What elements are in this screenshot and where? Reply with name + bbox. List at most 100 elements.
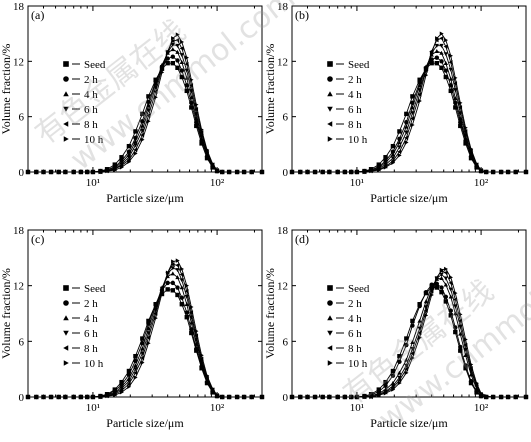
plot-frame — [27, 229, 263, 398]
data-point — [463, 353, 468, 358]
data-point — [146, 335, 151, 340]
data-point — [71, 169, 76, 175]
data-point — [185, 283, 189, 288]
data-point — [463, 141, 468, 146]
data-point — [290, 394, 295, 400]
data-point — [165, 49, 170, 55]
data-point — [63, 169, 68, 175]
data-point — [98, 394, 103, 400]
data-point — [133, 147, 138, 153]
data-point — [397, 129, 402, 134]
data-point — [127, 159, 132, 165]
data-point — [444, 266, 449, 272]
x-axis-label: Particle size/μm — [370, 191, 448, 205]
data-point — [453, 311, 458, 316]
y-tick-label: 12 — [13, 281, 24, 293]
data-point — [210, 161, 215, 166]
data-point — [443, 44, 448, 49]
series-line-6 — [292, 32, 526, 173]
data-point — [397, 145, 402, 150]
data-point — [443, 68, 449, 73]
data-point — [85, 169, 90, 175]
data-point — [91, 394, 96, 400]
y-tick-label: 12 — [277, 281, 288, 293]
data-point — [404, 357, 409, 362]
data-point — [513, 169, 518, 175]
data-point — [165, 270, 170, 275]
data-point — [227, 169, 232, 175]
panel-label: (b) — [295, 8, 309, 22]
data-point — [453, 105, 458, 110]
data-point — [404, 370, 409, 376]
data-point — [119, 386, 124, 391]
data-point — [305, 169, 310, 175]
panel-label: (d) — [295, 232, 309, 246]
data-point — [443, 299, 449, 304]
legend-label: 8 h — [348, 343, 362, 355]
legend-marker — [327, 300, 333, 306]
data-point — [41, 169, 46, 175]
data-point — [175, 292, 180, 298]
legend-label: 6 h — [348, 104, 362, 116]
data-point — [49, 169, 54, 175]
data-point — [524, 169, 529, 175]
data-point — [448, 308, 453, 313]
data-point — [175, 49, 180, 54]
series-line-3 — [292, 50, 526, 173]
data-point — [194, 123, 199, 129]
data-point — [404, 111, 409, 117]
series-markers-6 — [290, 31, 529, 175]
data-point — [235, 169, 240, 175]
data-point — [479, 391, 484, 396]
data-point — [119, 390, 124, 395]
data-point — [458, 348, 463, 353]
data-point — [383, 165, 388, 170]
data-point — [362, 169, 367, 175]
data-point — [153, 95, 158, 100]
data-point — [175, 58, 180, 63]
legend-label: 6 h — [84, 104, 98, 116]
x-tick-label: 10² — [210, 402, 225, 414]
data-point — [140, 360, 145, 365]
series-markers-3 — [289, 48, 529, 174]
data-point — [453, 75, 458, 81]
x-tick-label: 10¹ — [350, 402, 364, 414]
data-point — [491, 394, 496, 400]
data-point — [242, 394, 247, 400]
data-point — [349, 169, 354, 175]
data-point — [170, 60, 176, 66]
data-point — [189, 330, 194, 336]
y-tick-label: 18 — [13, 225, 25, 237]
legend-label: 2 h — [348, 298, 362, 310]
y-tick-label: 18 — [277, 1, 289, 13]
data-point — [383, 383, 388, 389]
data-point — [444, 37, 449, 43]
data-point — [184, 310, 189, 315]
data-point — [434, 43, 440, 48]
data-point — [410, 346, 415, 351]
data-point — [417, 335, 422, 340]
data-point — [434, 48, 440, 53]
data-point — [113, 167, 117, 173]
x-tick-label: 10² — [474, 402, 489, 414]
data-point — [140, 128, 145, 133]
y-axis-label: Volume fraction/% — [0, 44, 13, 135]
legend-label: 6 h — [348, 328, 362, 340]
data-point — [179, 46, 184, 51]
data-point — [189, 77, 194, 82]
y-axis-label: Volume fraction/% — [263, 268, 277, 359]
data-point — [175, 258, 180, 263]
x-tick-label: 10¹ — [86, 177, 100, 189]
data-point — [184, 88, 189, 94]
data-point — [390, 384, 396, 389]
data-point — [175, 268, 180, 273]
data-point — [458, 100, 463, 106]
data-point — [170, 38, 175, 44]
data-point — [439, 285, 444, 290]
y-tick-label: 0 — [19, 392, 25, 404]
data-point — [434, 285, 440, 290]
data-point — [439, 50, 444, 55]
data-point — [439, 36, 444, 41]
legend-label: Seed — [348, 283, 370, 295]
data-point — [199, 127, 204, 132]
